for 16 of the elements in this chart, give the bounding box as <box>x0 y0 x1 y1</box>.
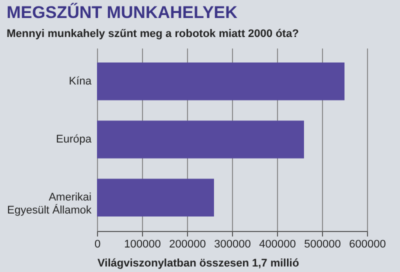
y-tick-label: Európa <box>56 134 92 146</box>
bar <box>97 120 304 158</box>
x-tick-label: 400000 <box>259 238 296 250</box>
x-tick-label: 300000 <box>214 238 251 250</box>
chart-title: MEGSZŰNT MUNKAHELYEK <box>6 2 238 22</box>
x-tick-label: 600000 <box>349 238 386 250</box>
x-axis-title: Világviszonylatban összesen 1,7 millió <box>98 258 300 270</box>
x-tick-label: 0 <box>94 238 101 250</box>
x-tick-label: 500000 <box>304 238 341 250</box>
x-tick-label: 100000 <box>124 238 161 250</box>
y-tick-label: Kína <box>68 75 92 88</box>
bar <box>97 62 344 100</box>
bar <box>97 178 214 216</box>
chart-subtitle: Mennyi munkahely szűnt meg a robotok miatt 2000 óta? <box>6 28 300 40</box>
x-tick-label: 200000 <box>169 238 206 250</box>
y-tick-label: Amerikai Egyesült Államok <box>7 192 92 217</box>
